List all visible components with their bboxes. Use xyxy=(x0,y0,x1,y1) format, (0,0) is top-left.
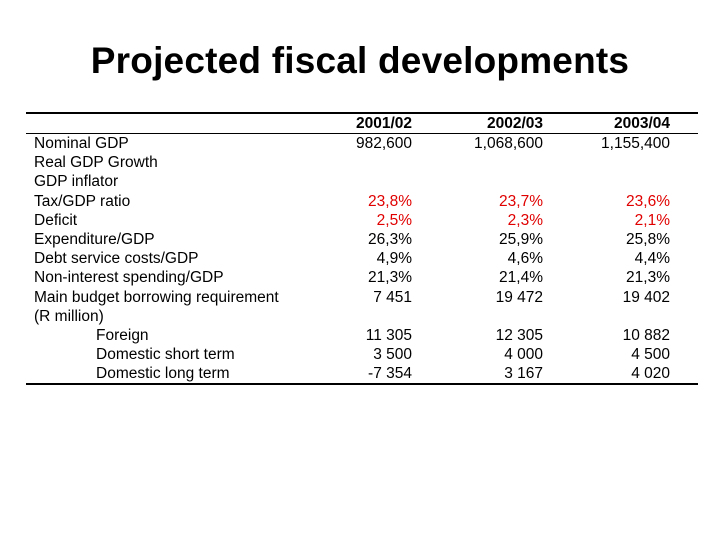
cell-value: 3 167 xyxy=(504,365,543,383)
cell-value: 2,3% xyxy=(507,211,543,229)
table-header-row: 2001/02 2002/03 2003/04 xyxy=(26,114,698,133)
cell-value: 1,155,400 xyxy=(601,135,670,152)
cell-value: 23,8% xyxy=(368,192,412,210)
table-row: GDP inflator xyxy=(26,172,698,191)
cell-value: 12 305 xyxy=(495,326,543,344)
cell-value: 4 000 xyxy=(504,346,543,364)
cell-value: -7 354 xyxy=(368,365,412,383)
cell-value: 2,1% xyxy=(634,211,670,229)
table-row: Domestic long term -7 354 3 167 4 020 xyxy=(26,364,698,383)
row-label: Domestic short term xyxy=(96,346,235,364)
row-label: Nominal GDP xyxy=(34,135,129,152)
table-row: Non-interest spending/GDP 21,3% 21,4% 21,3% xyxy=(26,268,698,287)
row-label: Debt service costs/GDP xyxy=(34,250,199,268)
header-2001-02: 2001/02 xyxy=(355,115,412,132)
table-row: Debt service costs/GDP 4,9% 4,6% 4,4% xyxy=(26,249,698,268)
cell-value: 11 305 xyxy=(365,326,412,344)
cell-value: 4,9% xyxy=(376,250,412,268)
cell-value: 25,9% xyxy=(499,230,543,248)
row-label: Main budget borrowing requirement xyxy=(34,288,279,306)
table-row: Main budget borrowing requirement 7 451 19… xyxy=(26,288,698,307)
row-label: Deficit xyxy=(34,211,78,229)
table-row: Real GDP Growth xyxy=(26,153,698,172)
table-row: (R million) xyxy=(26,307,698,326)
table-body: Nominal GDP 982,600 1,068,600 1,155,400 Real… xyxy=(26,134,698,383)
cell-value: 7 451 xyxy=(373,288,412,306)
table-row: Tax/GDP ratio 23,8% 23,7% 23,6% xyxy=(26,192,698,211)
table-top-rule xyxy=(26,112,698,114)
row-label: (R million) xyxy=(34,307,104,325)
cell-value: 982,600 xyxy=(355,135,412,152)
cell-value: 4 020 xyxy=(631,365,670,383)
cell-value: 23,6% xyxy=(626,192,670,210)
row-label: Foreign xyxy=(96,326,149,344)
row-label: Non-interest spending/GDP xyxy=(34,269,224,287)
cell-value: 26,3% xyxy=(368,230,412,248)
cell-value: 21,4% xyxy=(499,269,543,287)
cell-value: 21,3% xyxy=(368,269,412,287)
cell-value: 4,4% xyxy=(634,250,670,268)
fiscal-table: 2001/02 2002/03 2003/04 Nominal GDP 982,6… xyxy=(26,112,698,386)
row-label: Tax/GDP ratio xyxy=(34,192,131,210)
row-label: GDP inflator xyxy=(34,173,119,191)
cell-value: 4 500 xyxy=(631,346,670,364)
cell-value: 10 882 xyxy=(622,326,670,344)
cell-value: 1,068,600 xyxy=(474,135,543,152)
slide-title: Projected fiscal developments xyxy=(90,40,630,81)
cell-value: 19 402 xyxy=(622,288,670,306)
table-row: Domestic short term 3 500 4 000 4 500 xyxy=(26,345,698,364)
table-header-rule xyxy=(26,133,698,134)
table-row: Foreign 11 305 12 305 10 882 xyxy=(26,326,698,345)
cell-value: 21,3% xyxy=(626,269,670,287)
cell-value: 19 472 xyxy=(495,288,543,306)
cell-value: 23,7% xyxy=(499,192,543,210)
row-label: Real GDP Growth xyxy=(34,154,158,172)
table-row: Deficit 2,5% 2,3% 2,1% xyxy=(26,211,698,230)
cell-value: 3 500 xyxy=(373,346,412,364)
row-label: Domestic long term xyxy=(96,365,230,383)
header-2002-03: 2002/03 xyxy=(486,115,543,132)
cell-value: 25,8% xyxy=(626,230,670,248)
cell-value: 4,6% xyxy=(507,250,543,268)
row-label: Expenditure/GDP xyxy=(34,230,155,248)
table-row: Expenditure/GDP 26,3% 25,9% 25,8% xyxy=(26,230,698,249)
cell-value: 2,5% xyxy=(376,211,412,229)
table-bottom-rule xyxy=(26,383,698,386)
table-row: Nominal GDP 982,600 1,068,600 1,155,400 xyxy=(26,134,698,153)
header-2003-04: 2003/04 xyxy=(613,115,670,132)
